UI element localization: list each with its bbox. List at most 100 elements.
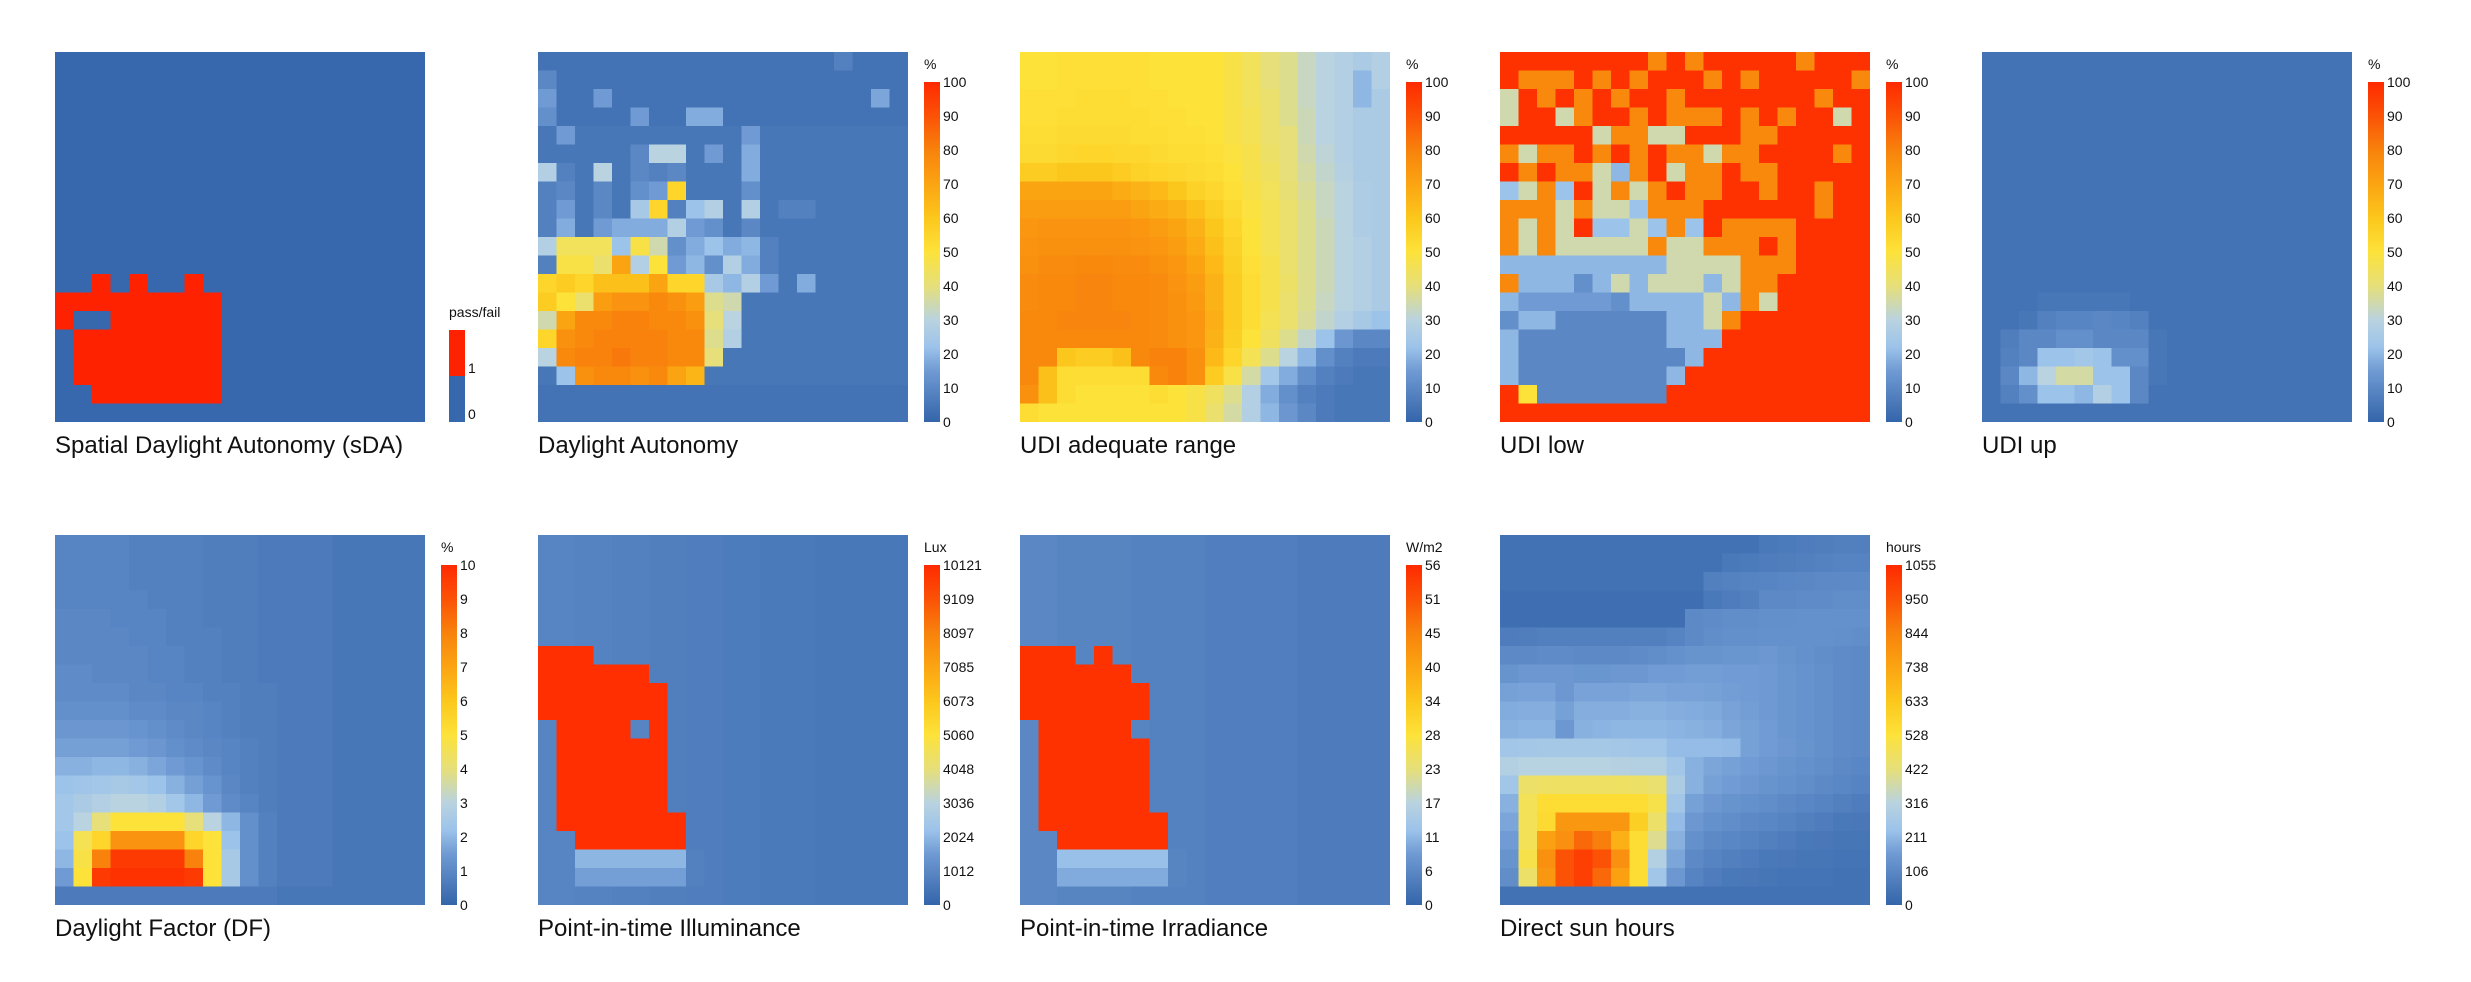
heatmap-cell: [2204, 107, 2224, 127]
heatmap-cell: [1555, 181, 1575, 201]
heatmap-cell: [184, 683, 204, 703]
heatmap-cell: [129, 348, 149, 368]
legend-tick-label: 738: [1905, 659, 1929, 675]
heatmap-cell: [369, 868, 389, 888]
heatmap-cell: [1555, 757, 1575, 777]
heatmap-cell: [147, 720, 167, 740]
heatmap-cell: [1537, 701, 1557, 721]
heatmap-cell: [1982, 255, 2002, 275]
heatmap-cell: [760, 812, 780, 832]
heatmap-cell: [630, 255, 650, 275]
heatmap-cell: [1796, 348, 1816, 368]
heatmap-cell: [295, 831, 315, 851]
heatmap-cell: [1796, 255, 1816, 275]
heatmap-cell: [1500, 886, 1520, 905]
heatmap-cell: [1574, 70, 1594, 90]
heatmap-cell: [258, 89, 278, 109]
heatmap-cell: [203, 646, 223, 666]
heatmap-cell: [92, 126, 112, 146]
heatmap-cell: [1592, 609, 1612, 629]
heatmap-cell: [221, 385, 241, 405]
heatmap-cell: [871, 738, 891, 758]
heatmap-cell: [1334, 200, 1354, 220]
heatmap-cell: [2167, 218, 2187, 238]
heatmap-cell: [92, 720, 112, 740]
heatmap-cell: [2333, 311, 2352, 331]
heatmap-cell: [593, 126, 613, 146]
heatmap-cell: [147, 794, 167, 814]
heatmap-cell: [2333, 70, 2352, 90]
heatmap-cell: [1796, 590, 1816, 610]
heatmap-cell: [1703, 627, 1723, 647]
heatmap-cell: [1703, 757, 1723, 777]
heatmap-cell: [1353, 553, 1373, 573]
heatmap-cell: [1205, 775, 1225, 795]
heatmap-cell: [1371, 348, 1390, 368]
heatmap-cell: [2185, 70, 2205, 90]
heatmap-cell: [797, 385, 817, 405]
heatmap-cell: [667, 664, 687, 684]
heatmap-cell: [1629, 348, 1649, 368]
heatmap-cell: [1316, 237, 1336, 257]
heatmap-cell: [1186, 757, 1206, 777]
heatmap-cell: [388, 886, 408, 905]
heatmap-cell: [1722, 70, 1742, 90]
heatmap-cell: [852, 366, 872, 386]
heatmap-cell: [1242, 348, 1262, 368]
heatmap-cell: [1168, 52, 1188, 72]
heatmap-cell: [1666, 775, 1686, 795]
heatmap-cell: [1722, 348, 1742, 368]
heatmap-cell: [1075, 237, 1095, 257]
heatmap-cell: [1112, 812, 1132, 832]
heatmap-cell: [1149, 720, 1169, 740]
heatmap-cell: [351, 775, 371, 795]
heatmap-cell: [73, 403, 93, 422]
heatmap-cell: [92, 646, 112, 666]
heatmap-cell: [55, 126, 75, 146]
heatmap-cell: [1242, 274, 1262, 294]
heatmap-cell: [1833, 535, 1853, 555]
heatmap-cell: [1205, 237, 1225, 257]
heatmap-cell: [1574, 701, 1594, 721]
heatmap-cell: [184, 720, 204, 740]
heatmap-cell: [1500, 144, 1520, 164]
heatmap-cell: [1740, 144, 1760, 164]
chart-title: Point-in-time Irradiance: [1020, 915, 1269, 942]
heatmap-cell: [1075, 52, 1095, 72]
heatmap-cell: [1279, 89, 1299, 109]
heatmap-cell: [760, 255, 780, 275]
heatmap-cell: [1205, 107, 1225, 127]
heatmap-cell: [1666, 107, 1686, 127]
heatmap-cell: [1112, 403, 1132, 422]
heatmap-cell: [538, 794, 558, 814]
legend-tick-label: 80: [1425, 142, 1441, 158]
heatmap-cell: [351, 237, 371, 257]
heatmap-cell: [1131, 590, 1151, 610]
heatmap-cell: [704, 218, 724, 238]
heatmap-cell: [1611, 144, 1631, 164]
heatmap-cell: [1814, 775, 1834, 795]
heatmap-cell: [332, 107, 352, 127]
heatmap-cell: [2167, 348, 2187, 368]
heatmap-cell: [1038, 237, 1058, 257]
heatmap-cell: [2167, 163, 2187, 183]
heatmap-cell: [2111, 126, 2131, 146]
heatmap-cell: [129, 52, 149, 72]
heatmap-cell: [332, 292, 352, 312]
heatmap-cell: [1186, 738, 1206, 758]
heatmap-cell: [1611, 849, 1631, 869]
heatmap-cell: [1703, 89, 1723, 109]
heatmap-cell: [630, 107, 650, 127]
heatmap-cell: [1703, 311, 1723, 331]
heatmap-cell: [1685, 720, 1705, 740]
heatmap-cell: [1131, 366, 1151, 386]
heatmap-cell: [1242, 200, 1262, 220]
heatmap-cell: [1518, 609, 1538, 629]
heatmap-cell: [1260, 664, 1280, 684]
heatmap-cell: [1223, 646, 1243, 666]
heatmap-cell: [110, 311, 130, 331]
heatmap-cell: [593, 52, 613, 72]
heatmap-cell: [1279, 311, 1299, 331]
heatmap-cell: [2167, 237, 2187, 257]
heatmap-cell: [1592, 757, 1612, 777]
